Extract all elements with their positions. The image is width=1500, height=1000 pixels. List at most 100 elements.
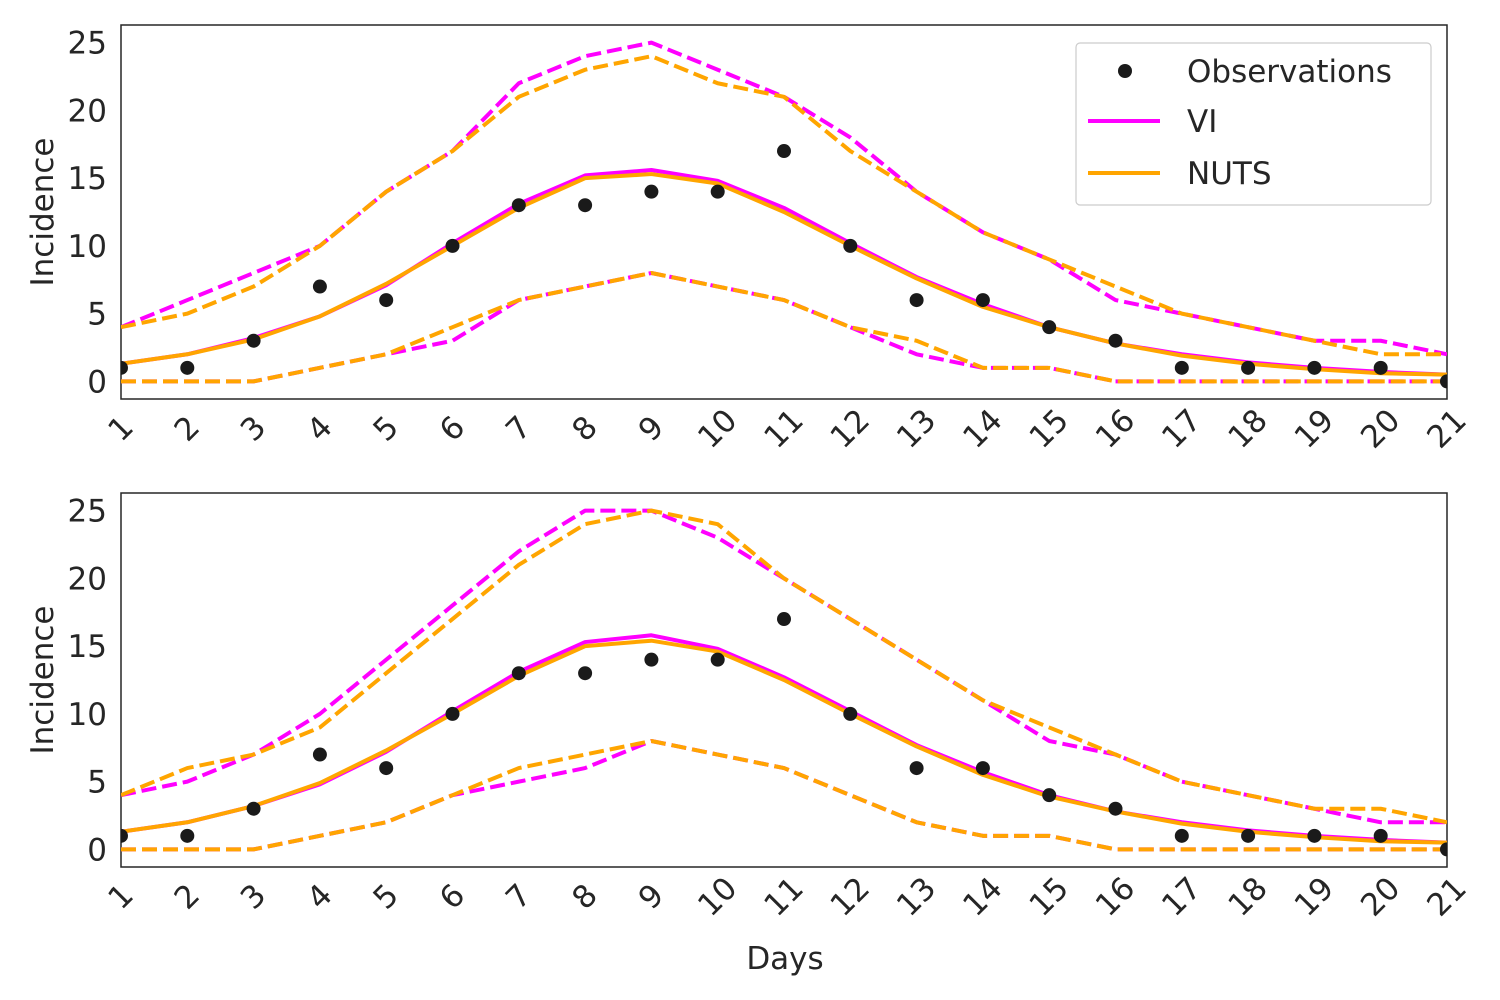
observation-point bbox=[1307, 828, 1322, 843]
x-tick-label: 13 bbox=[890, 870, 943, 923]
x-axis-label: Days bbox=[746, 941, 823, 977]
nuts-mean-line bbox=[121, 638, 1447, 845]
observation-point bbox=[121, 360, 128, 375]
y-tick-label: 20 bbox=[68, 561, 107, 597]
legend: Observations VI NUTS bbox=[1075, 42, 1432, 206]
y-tick-label: 25 bbox=[68, 26, 107, 62]
observation-point bbox=[1174, 828, 1189, 843]
x-tick-label: 12 bbox=[824, 402, 877, 455]
x-tick-label: 8 bbox=[565, 877, 604, 916]
observation-point bbox=[445, 238, 460, 253]
y-tick-label: 15 bbox=[68, 629, 107, 665]
legend-vi-label: VI bbox=[1187, 104, 1217, 140]
x-tick-label: 16 bbox=[1089, 870, 1142, 923]
observation-point bbox=[1241, 828, 1256, 843]
observation-point bbox=[445, 706, 460, 721]
y-tick-label: 0 bbox=[87, 364, 107, 400]
x-tick-label: 9 bbox=[632, 409, 671, 448]
nuts-interval-line bbox=[121, 738, 1447, 852]
x-tick-label: 10 bbox=[691, 402, 744, 455]
legend-observations-marker bbox=[1118, 64, 1132, 78]
y-tick-label: 10 bbox=[68, 697, 107, 733]
x-tick-label: 21 bbox=[1420, 870, 1473, 923]
x-tick-label: 5 bbox=[366, 409, 405, 448]
observation-point bbox=[1373, 360, 1388, 375]
observation-point bbox=[1241, 360, 1256, 375]
observation-point bbox=[843, 706, 858, 721]
x-tick-label: 4 bbox=[300, 409, 339, 448]
x-tick-label: 19 bbox=[1288, 870, 1341, 923]
x-tick-label: 7 bbox=[499, 877, 538, 916]
x-tick-label: 20 bbox=[1354, 402, 1407, 455]
observation-point bbox=[975, 293, 990, 308]
x-tick-label: 18 bbox=[1221, 870, 1274, 923]
observation-point bbox=[180, 828, 195, 843]
observation-point bbox=[578, 666, 593, 681]
x-tick-label: 11 bbox=[757, 870, 810, 923]
x-tick-label: 17 bbox=[1155, 870, 1208, 923]
nuts-interval-line bbox=[121, 508, 1447, 825]
observation-point bbox=[710, 184, 725, 199]
x-tick-label: 19 bbox=[1288, 402, 1341, 455]
x-tick-label: 9 bbox=[632, 877, 671, 916]
x-tick-label: 3 bbox=[234, 409, 273, 448]
x-tick-label: 16 bbox=[1089, 402, 1142, 455]
x-tick-label: 15 bbox=[1023, 402, 1076, 455]
x-tick-label: 1 bbox=[101, 409, 140, 448]
x-tick-label: 7 bbox=[499, 409, 538, 448]
x-tick-label: 21 bbox=[1420, 402, 1473, 455]
observation-point bbox=[777, 144, 791, 159]
y-tick-label: 5 bbox=[87, 297, 107, 333]
y-tick-label: 15 bbox=[68, 161, 107, 197]
y-tick-label: 0 bbox=[87, 832, 107, 868]
observation-point bbox=[1373, 828, 1388, 843]
observation-point bbox=[578, 198, 593, 213]
observation-point bbox=[312, 747, 327, 762]
observation-point bbox=[909, 761, 924, 776]
observation-point bbox=[246, 801, 261, 816]
plot-area bbox=[121, 508, 1447, 857]
observation-point bbox=[511, 666, 526, 681]
nuts-interval-line bbox=[121, 270, 1447, 384]
x-tick-label: 2 bbox=[168, 877, 207, 916]
legend-nuts-label: NUTS bbox=[1187, 156, 1272, 192]
x-tick-label: 2 bbox=[168, 409, 207, 448]
x-tick-label: 17 bbox=[1155, 402, 1208, 455]
x-tick-label: 8 bbox=[565, 409, 604, 448]
y-tick-label: 10 bbox=[68, 229, 107, 265]
x-tick-label: 15 bbox=[1023, 870, 1076, 923]
y-tick-label: 25 bbox=[68, 494, 107, 530]
observation-point bbox=[1042, 320, 1057, 335]
x-tick-label: 10 bbox=[691, 870, 744, 923]
observation-point bbox=[843, 238, 858, 253]
plot-frame bbox=[120, 492, 1448, 868]
observation-point bbox=[1108, 333, 1123, 348]
x-tick-label: 1 bbox=[101, 877, 140, 916]
plot-frame bbox=[120, 24, 1448, 400]
y-tick-label: 5 bbox=[87, 765, 107, 801]
observation-point bbox=[1440, 842, 1447, 857]
observation-point bbox=[975, 761, 990, 776]
observation-point bbox=[644, 652, 659, 667]
x-tick-label: 6 bbox=[433, 409, 472, 448]
vi-interval-line bbox=[121, 508, 1447, 825]
observation-point bbox=[121, 828, 128, 843]
observation-point bbox=[1307, 360, 1322, 375]
observation-point bbox=[644, 184, 659, 199]
legend-frame bbox=[1075, 42, 1432, 206]
observation-point bbox=[246, 333, 261, 348]
nuts-interval-line bbox=[121, 54, 1447, 357]
x-tick-label: 6 bbox=[433, 877, 472, 916]
nuts-mean-line bbox=[121, 172, 1447, 377]
observation-point bbox=[909, 293, 924, 308]
observation-point bbox=[379, 293, 394, 308]
vi-mean-line bbox=[121, 633, 1447, 845]
legend-observations-label: Observations bbox=[1187, 54, 1392, 90]
x-tick-label: 13 bbox=[890, 402, 943, 455]
x-tick-label: 12 bbox=[824, 870, 877, 923]
observation-point bbox=[1108, 801, 1123, 816]
plot-area bbox=[121, 40, 1447, 389]
observation-point bbox=[1042, 788, 1057, 803]
